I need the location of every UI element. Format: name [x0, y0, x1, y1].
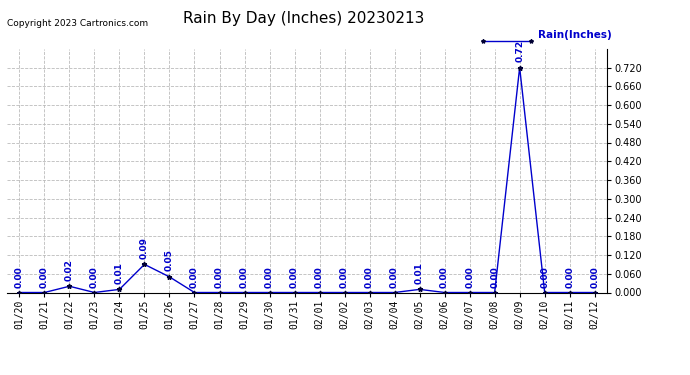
Text: 0.05: 0.05	[165, 249, 174, 272]
Text: 0.01: 0.01	[415, 262, 424, 284]
Text: 0.00: 0.00	[590, 267, 599, 288]
Text: 0.00: 0.00	[190, 267, 199, 288]
Text: 0.00: 0.00	[390, 267, 399, 288]
Text: 0.00: 0.00	[315, 267, 324, 288]
Text: 0.00: 0.00	[440, 267, 449, 288]
Text: Copyright 2023 Cartronics.com: Copyright 2023 Cartronics.com	[7, 19, 148, 28]
Text: 0.00: 0.00	[40, 267, 49, 288]
Text: 0.00: 0.00	[15, 267, 24, 288]
Text: Rain By Day (Inches) 20230213: Rain By Day (Inches) 20230213	[183, 11, 424, 26]
Text: 0.72: 0.72	[515, 40, 524, 62]
Text: Rain(Inches): Rain(Inches)	[538, 30, 612, 40]
Text: 0.01: 0.01	[115, 262, 124, 284]
Text: 0.00: 0.00	[465, 267, 474, 288]
Text: 0.00: 0.00	[215, 267, 224, 288]
Text: 0.00: 0.00	[340, 267, 349, 288]
Text: 0.00: 0.00	[365, 267, 374, 288]
Text: 0.00: 0.00	[565, 267, 574, 288]
Text: 0.00: 0.00	[540, 267, 549, 288]
Text: 0.09: 0.09	[140, 237, 149, 259]
Text: 0.00: 0.00	[90, 267, 99, 288]
Text: 0.00: 0.00	[490, 267, 499, 288]
Text: 0.02: 0.02	[65, 259, 74, 281]
Text: 0.00: 0.00	[240, 267, 249, 288]
Text: 0.00: 0.00	[290, 267, 299, 288]
Text: 0.00: 0.00	[265, 267, 274, 288]
